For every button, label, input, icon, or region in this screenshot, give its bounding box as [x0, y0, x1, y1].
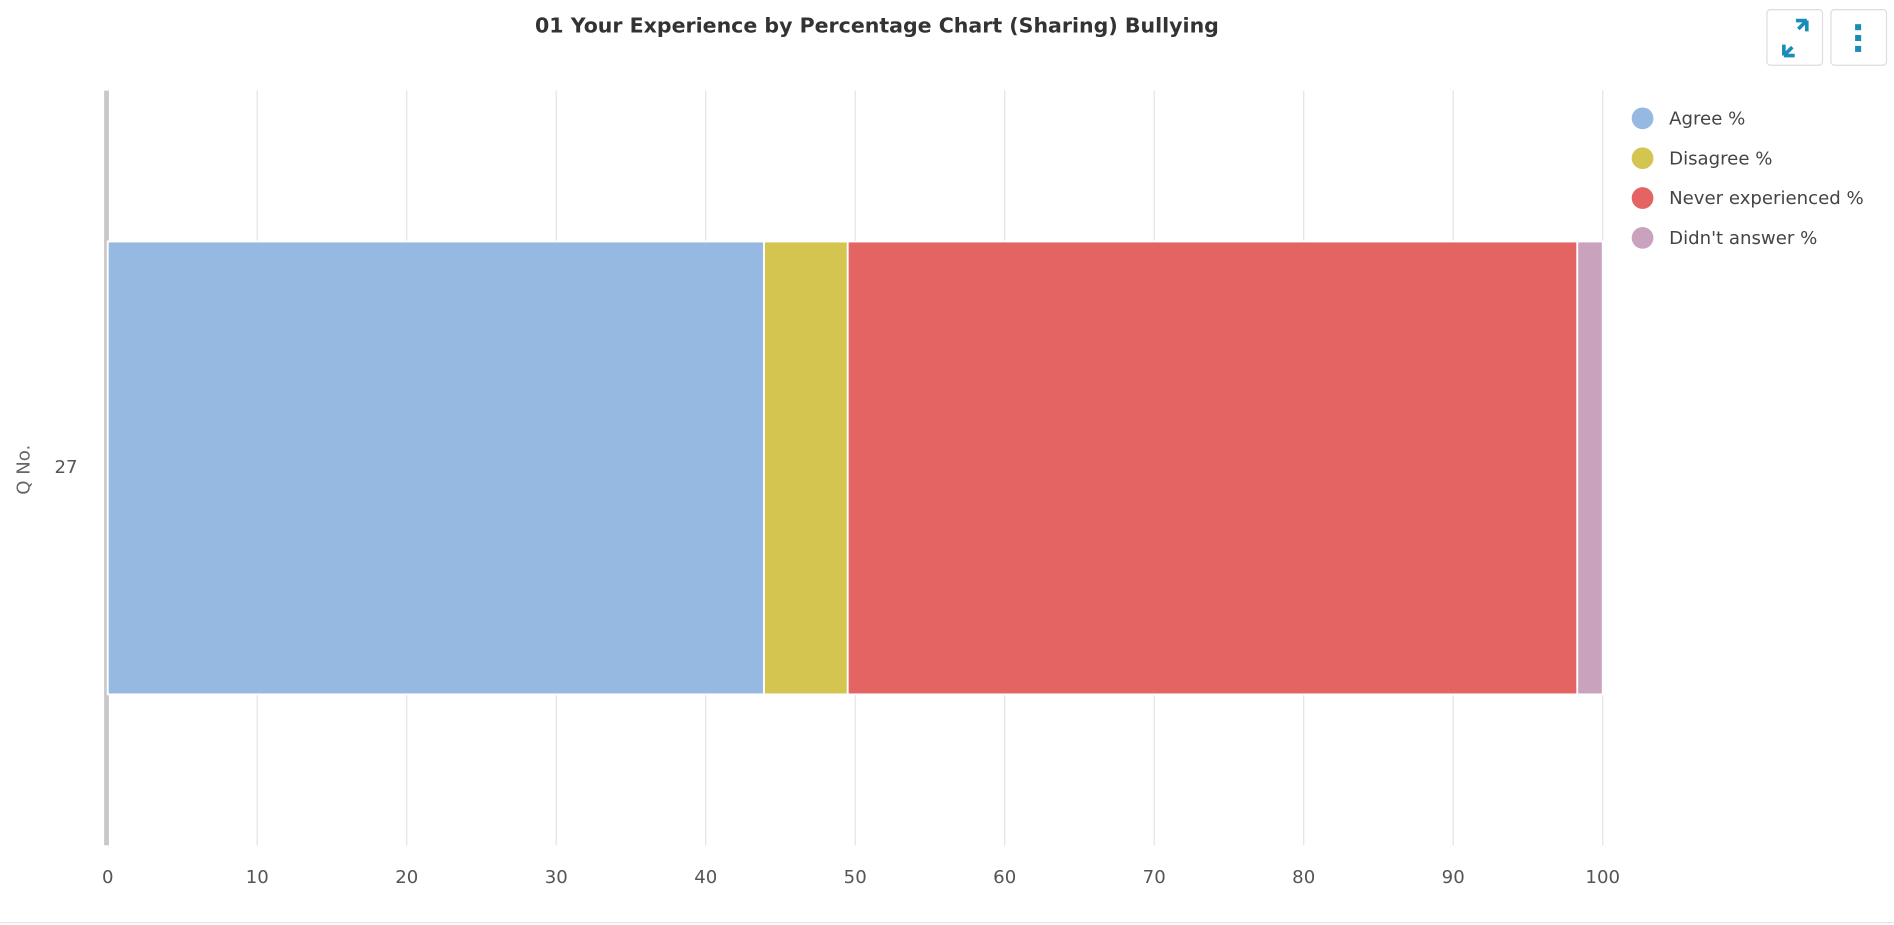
legend-label: Agree %: [1669, 109, 1745, 130]
legend-label: Didn't answer %: [1669, 228, 1817, 249]
chart-title: 01 Your Experience by Percentage Chart (…: [535, 14, 1219, 38]
legend-swatch: [1631, 187, 1654, 209]
x-tick-label: 50: [844, 867, 867, 888]
bar-segment: [846, 240, 1579, 696]
menu-dot: [1855, 24, 1862, 31]
x-tick-label: 60: [993, 867, 1016, 888]
legend-label: Never experienced %: [1669, 188, 1864, 209]
legend-swatch: [1631, 147, 1654, 170]
expand-icon: [1782, 18, 1809, 58]
expand-button[interactable]: [1766, 9, 1824, 66]
x-tick-label: 10: [246, 867, 269, 888]
bar-segment: [763, 240, 849, 696]
x-tick-label: 0: [102, 867, 114, 888]
x-tick-label: 30: [545, 867, 568, 888]
menu-dot: [1855, 45, 1862, 52]
legend-swatch: [1631, 227, 1654, 249]
y-axis-label: Q No.: [13, 445, 34, 495]
x-tick-label: 80: [1292, 867, 1315, 888]
menu-dot: [1855, 35, 1862, 42]
bar-segment: [106, 240, 765, 696]
x-tick-label: 90: [1442, 867, 1465, 888]
x-tick-label: 100: [1585, 867, 1620, 888]
menu-button[interactable]: [1830, 9, 1888, 66]
x-tick-label: 20: [395, 867, 418, 888]
x-tick-label: 40: [694, 867, 717, 888]
bar-segment: [1576, 240, 1604, 696]
y-tick-label: 27: [55, 457, 78, 478]
x-tick-label: 70: [1143, 867, 1166, 888]
legend-swatch: [1631, 107, 1654, 130]
legend-label: Disagree %: [1669, 148, 1772, 169]
